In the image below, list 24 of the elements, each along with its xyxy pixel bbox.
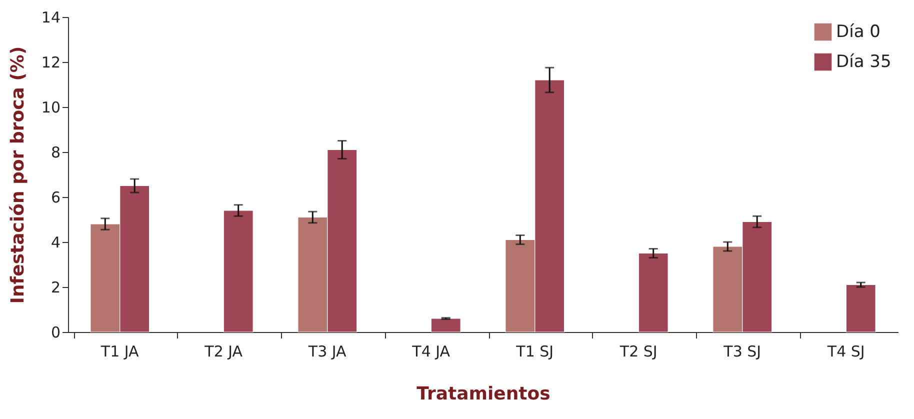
y-axis-title: Infestación por broca (%) [7, 46, 28, 304]
y-tick-label: 2 [50, 278, 60, 296]
x-tick-label: T2 JA [204, 342, 244, 360]
bar [430, 318, 461, 332]
x-tick-label: T4 JA [411, 342, 451, 360]
y-tick-label: 8 [50, 144, 60, 162]
bar [638, 252, 668, 332]
legend-label: Día 0 [836, 22, 880, 42]
bar [846, 284, 876, 332]
y-tick-label: 0 [50, 324, 60, 342]
y-tick-label: 14 [41, 8, 60, 26]
legend-label: Día 35 [836, 52, 892, 72]
x-tick-label: T3 JA [307, 342, 348, 360]
y-tick-label: 10 [41, 98, 60, 116]
y-tick-label: 6 [50, 188, 60, 206]
x-tick-label: T4 SJ [826, 342, 865, 360]
x-tick-label: T1 SJ [515, 342, 554, 360]
x-axis-title: Tratamientos [416, 384, 550, 404]
x-tick-label: T3 SJ [722, 342, 762, 360]
y-tick-label: 12 [41, 54, 60, 72]
x-tick-label: T1 JA [100, 342, 140, 360]
x-tick-label: T2 SJ [618, 342, 658, 360]
bar [223, 210, 254, 332]
y-tick-label: 4 [50, 234, 60, 252]
